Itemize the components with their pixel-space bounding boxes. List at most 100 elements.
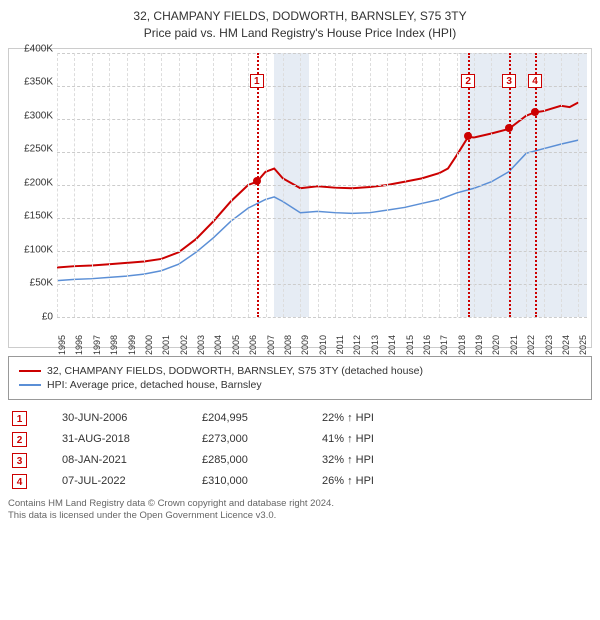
x-grid-line xyxy=(179,53,180,317)
sale-dot xyxy=(253,177,261,185)
x-tick-label: 2015 xyxy=(405,335,415,355)
table-row: 3 08-JAN-2021£285,00032% ↑ HPI xyxy=(8,450,592,471)
x-tick-label: 2003 xyxy=(196,335,206,355)
footnote: Contains HM Land Registry data © Crown c… xyxy=(8,498,592,523)
x-tick-label: 1995 xyxy=(57,335,67,355)
sale-price: £310,000 xyxy=(198,471,318,492)
table-row: 1 30-JUN-2006£204,99522% ↑ HPI xyxy=(8,408,592,429)
x-grid-line xyxy=(74,53,75,317)
x-tick-label: 2016 xyxy=(422,335,432,355)
x-grid-line xyxy=(231,53,232,317)
x-tick-label: 2005 xyxy=(231,335,241,355)
table-row: 231-AUG-2018£273,00041% ↑ HPI xyxy=(8,429,592,450)
sale-marker-badge: 3 xyxy=(502,74,516,88)
y-tick-label: £350K xyxy=(24,77,53,88)
legend-item: 32, CHAMPANY FIELDS, DODWORTH, BARNSLEY,… xyxy=(19,365,581,377)
x-grid-line xyxy=(248,53,249,317)
sale-marker-line xyxy=(535,53,537,317)
x-tick-label: 2007 xyxy=(266,335,276,355)
x-axis: 1995199619971998199920002001200220032004… xyxy=(57,317,587,347)
sale-date: 31-AUG-2018 xyxy=(58,429,198,450)
x-grid-line xyxy=(196,53,197,317)
sale-marker-badge: 2 xyxy=(461,74,475,88)
x-grid-line xyxy=(352,53,353,317)
x-grid-line xyxy=(544,53,545,317)
sale-number-badge: 4 xyxy=(12,474,27,489)
x-grid-line xyxy=(335,53,336,317)
x-grid-line xyxy=(266,53,267,317)
x-grid-line xyxy=(422,53,423,317)
x-tick-label: 1998 xyxy=(109,335,119,355)
y-tick-label: £200K xyxy=(24,177,53,188)
x-grid-line xyxy=(370,53,371,317)
price-chart: £0£50K£100K£150K£200K£250K£300K£350K£400… xyxy=(8,48,592,348)
legend-label: 32, CHAMPANY FIELDS, DODWORTH, BARNSLEY,… xyxy=(47,365,423,377)
x-grid-line xyxy=(457,53,458,317)
y-tick-label: £300K xyxy=(24,110,53,121)
chart-title: 32, CHAMPANY FIELDS, DODWORTH, BARNSLEY,… xyxy=(8,8,592,42)
sale-number-badge: 2 xyxy=(12,432,27,447)
grid-line xyxy=(57,251,587,252)
y-tick-label: £400K xyxy=(24,43,53,54)
legend-swatch xyxy=(19,370,41,372)
sale-dot xyxy=(531,108,539,116)
x-grid-line xyxy=(213,53,214,317)
sale-date: 30-JUN-2006 xyxy=(58,408,198,429)
x-tick-label: 2024 xyxy=(561,335,571,355)
table-row: 407-JUL-2022£310,00026% ↑ HPI xyxy=(8,471,592,492)
sale-marker-badge: 4 xyxy=(528,74,542,88)
x-tick-label: 2025 xyxy=(578,335,588,355)
y-tick-label: £150K xyxy=(24,211,53,222)
footnote-line-2: This data is licensed under the Open Gov… xyxy=(8,510,592,522)
x-tick-label: 2011 xyxy=(335,335,345,354)
x-grid-line xyxy=(92,53,93,317)
sale-delta: 22% ↑ HPI xyxy=(318,408,592,429)
x-grid-line xyxy=(526,53,527,317)
sale-price: £204,995 xyxy=(198,408,318,429)
x-tick-label: 2022 xyxy=(526,335,536,355)
plot-area: 1 2 34 xyxy=(57,53,587,317)
x-tick-label: 2020 xyxy=(491,335,501,355)
y-tick-label: £50K xyxy=(30,278,53,289)
footnote-line-1: Contains HM Land Registry data © Crown c… xyxy=(8,498,592,510)
legend-label: HPI: Average price, detached house, Barn… xyxy=(47,379,262,391)
sale-marker-badge: 1 xyxy=(250,74,264,88)
x-grid-line xyxy=(283,53,284,317)
x-tick-label: 2012 xyxy=(352,335,362,355)
x-tick-label: 2023 xyxy=(544,335,554,355)
x-grid-line xyxy=(109,53,110,317)
sale-delta: 32% ↑ HPI xyxy=(318,450,592,471)
grid-line xyxy=(57,119,587,120)
x-grid-line xyxy=(144,53,145,317)
x-tick-label: 2004 xyxy=(213,335,223,355)
x-grid-line xyxy=(127,53,128,317)
x-tick-label: 2001 xyxy=(161,335,171,355)
x-grid-line xyxy=(578,53,579,317)
sale-price: £285,000 xyxy=(198,450,318,471)
x-tick-label: 2002 xyxy=(179,335,189,355)
page: 32, CHAMPANY FIELDS, DODWORTH, BARNSLEY,… xyxy=(8,8,592,522)
x-grid-line xyxy=(491,53,492,317)
x-tick-label: 2009 xyxy=(300,335,310,355)
x-grid-line xyxy=(474,53,475,317)
x-grid-line xyxy=(161,53,162,317)
y-axis: £0£50K£100K£150K£200K£250K£300K£350K£400… xyxy=(9,49,57,317)
x-tick-label: 2014 xyxy=(387,335,397,355)
grid-line xyxy=(57,185,587,186)
x-grid-line xyxy=(387,53,388,317)
y-tick-label: £0 xyxy=(42,311,53,322)
x-tick-label: 2018 xyxy=(457,335,467,355)
legend-swatch xyxy=(19,384,41,386)
sale-marker-line xyxy=(468,53,470,317)
x-tick-label: 2008 xyxy=(283,335,293,355)
x-tick-label: 1999 xyxy=(127,335,137,355)
sale-number-badge: 1 xyxy=(12,411,27,426)
x-tick-label: 2017 xyxy=(439,335,449,355)
sale-number-badge: 3 xyxy=(12,453,27,468)
grid-line xyxy=(57,218,587,219)
title-line-1: 32, CHAMPANY FIELDS, DODWORTH, BARNSLEY,… xyxy=(8,8,592,25)
sale-date: 08-JAN-2021 xyxy=(58,450,198,471)
grid-line xyxy=(57,53,587,54)
grid-line xyxy=(57,284,587,285)
grid-line xyxy=(57,152,587,153)
